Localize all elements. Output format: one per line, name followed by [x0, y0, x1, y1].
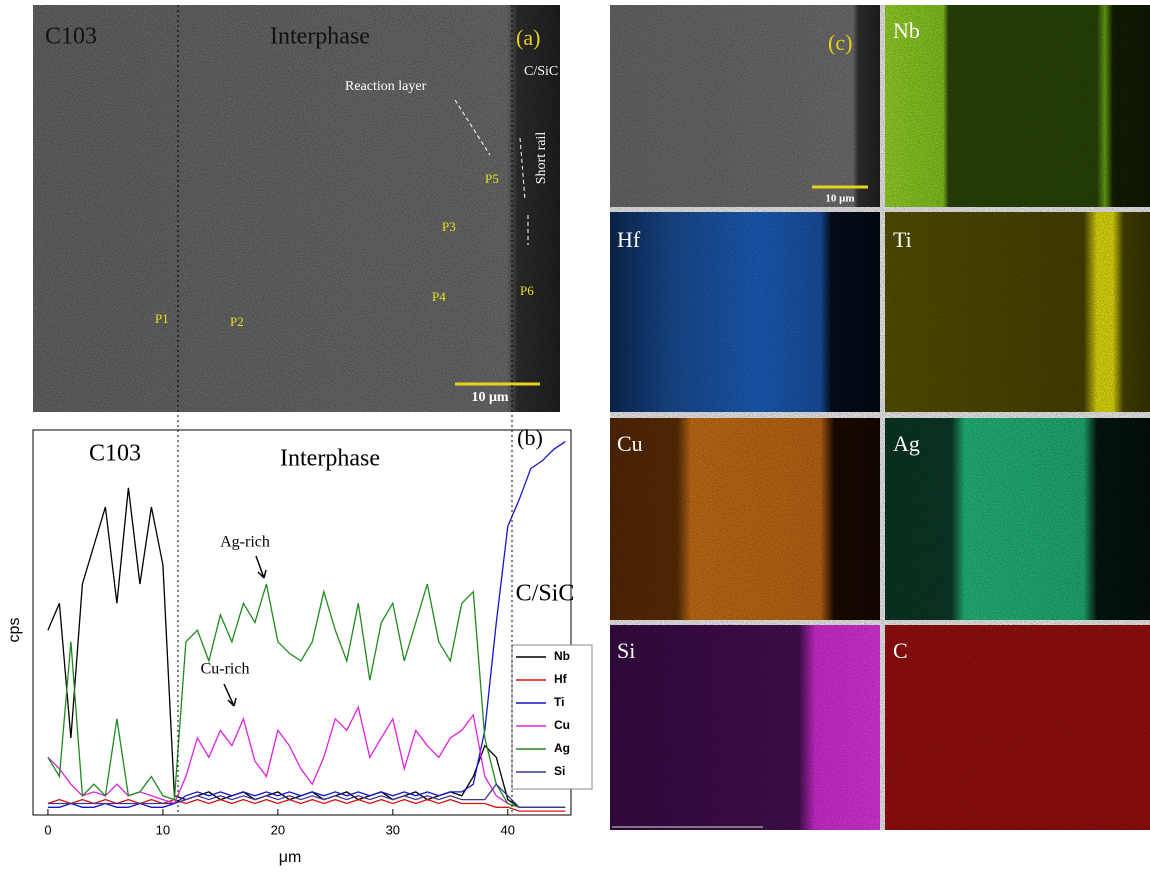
- panel-label: (a): [516, 25, 540, 50]
- annotation: Cu-rich: [201, 661, 250, 678]
- annotation: C103: [89, 441, 141, 467]
- point-label: P3: [442, 219, 456, 234]
- arrow: [256, 556, 266, 578]
- map-label: Hf: [617, 227, 641, 252]
- scale-bar-label: 10 μm: [825, 193, 854, 205]
- x-tick-label: 20: [271, 822, 285, 837]
- legend-label: Ag: [554, 741, 570, 755]
- x-axis-label: μm: [279, 849, 302, 866]
- legend-label: Ti: [554, 695, 564, 709]
- panel-c: (c) 10 μm Nb Hf Ti Cu Ag Si C: [610, 5, 1150, 830]
- sem-texture: [33, 5, 560, 412]
- line-series: [48, 488, 565, 808]
- map-label: Ti: [893, 227, 912, 252]
- panel-label: (c): [828, 30, 852, 55]
- panel-b: C103 Interphase (b) C/SiC Ag-rich Cu-ric…: [6, 425, 592, 866]
- point-label: P5: [485, 171, 499, 186]
- point-label: P2: [230, 314, 244, 329]
- legend-label: Cu: [554, 718, 570, 732]
- annotation: C/SiC: [516, 581, 575, 607]
- figure: C103 Interphase (a) C/SiC Reaction layer…: [0, 0, 1150, 872]
- map-texture: [610, 5, 1150, 830]
- map-label: Cu: [617, 431, 643, 456]
- annotation: Ag-rich: [220, 534, 270, 551]
- region-label: Interphase: [270, 24, 370, 50]
- region-label: C/SiC: [524, 64, 558, 79]
- map-label: C: [893, 638, 908, 663]
- line-series: [48, 442, 565, 808]
- legend-box: [512, 645, 592, 789]
- arrow: [224, 684, 236, 706]
- x-tick-label: 10: [156, 822, 170, 837]
- x-tick-label: 40: [501, 822, 515, 837]
- panel-a: C103 Interphase (a) C/SiC Reaction layer…: [33, 5, 560, 412]
- line-series: [48, 707, 565, 807]
- line-series: [48, 800, 565, 812]
- point-label: P6: [520, 283, 534, 298]
- x-tick-label: 0: [44, 822, 51, 837]
- legend-label: Si: [554, 764, 565, 778]
- point-label: P4: [432, 289, 446, 304]
- plot-frame: [33, 430, 571, 815]
- map-label: Ag: [893, 431, 920, 456]
- legend-label: Nb: [554, 649, 570, 663]
- annotation: Interphase: [280, 446, 380, 472]
- y-axis-label: cps: [6, 618, 23, 643]
- point-label: P1: [155, 311, 169, 326]
- map-label: Nb: [893, 18, 920, 43]
- annotation: (b): [517, 425, 543, 450]
- region-label: C103: [45, 24, 97, 50]
- x-tick-label: 30: [386, 822, 400, 837]
- line-series: [48, 584, 565, 807]
- legend-label: Hf: [554, 672, 568, 686]
- reaction-layer-label: Reaction layer: [345, 79, 427, 94]
- short-rail-label: Short rail: [534, 132, 549, 185]
- map-label: Si: [617, 638, 635, 663]
- scale-bar-label: 10 μm: [471, 390, 508, 405]
